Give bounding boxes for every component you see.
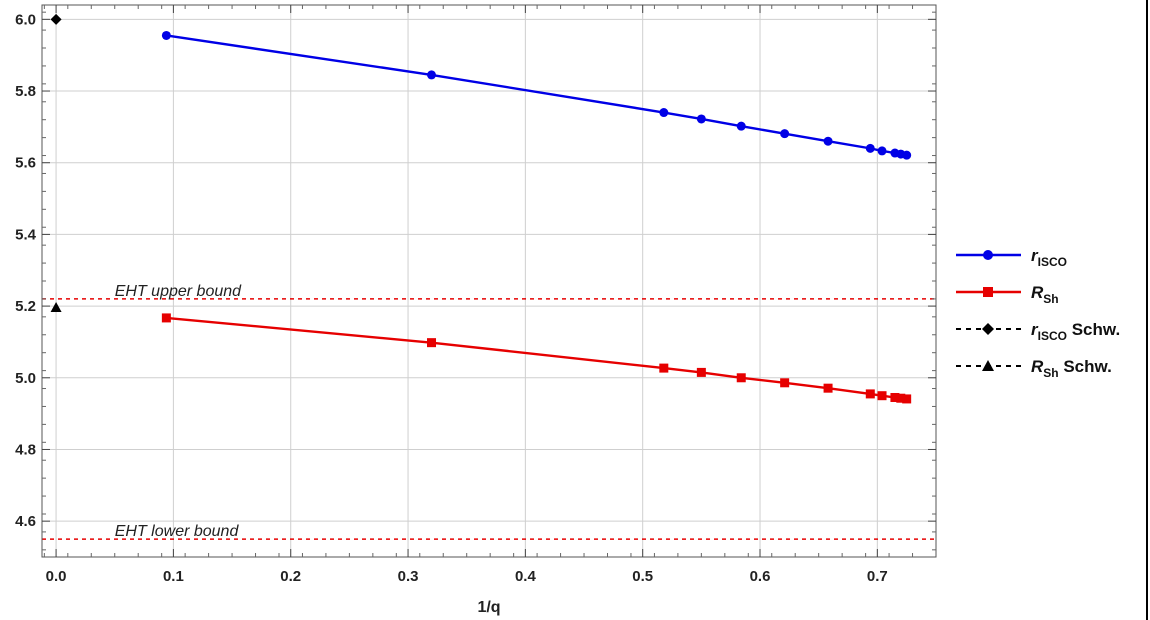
data-point bbox=[896, 393, 906, 403]
series-lines bbox=[166, 34, 907, 401]
data-point bbox=[50, 302, 62, 313]
data-point bbox=[865, 143, 875, 153]
x-tick-label: 0.0 bbox=[46, 568, 67, 585]
x-tick-label: 0.1 bbox=[163, 568, 184, 585]
window-edge bbox=[1146, 0, 1148, 620]
data-point bbox=[780, 378, 790, 388]
legend: rISCO RSh rISCO Schw. RSh Schw. bbox=[956, 246, 1120, 380]
data-markers bbox=[50, 13, 912, 404]
x-tick-label: 0.4 bbox=[515, 568, 537, 585]
data-point bbox=[696, 114, 706, 124]
legend-label: rISCO Schw. bbox=[1031, 320, 1120, 343]
data-point bbox=[736, 121, 746, 131]
data-point bbox=[659, 108, 669, 118]
x-tick-label: 0.7 bbox=[867, 568, 888, 585]
legend-label: rISCO bbox=[1031, 246, 1067, 269]
series-line bbox=[166, 34, 907, 157]
data-point bbox=[427, 338, 437, 348]
reference-lines: EHT upper bound EHT lower bound bbox=[42, 283, 936, 540]
legend-marker bbox=[982, 360, 994, 371]
y-tick-label: 5.6 bbox=[15, 155, 36, 172]
x-tick-label: 0.2 bbox=[280, 568, 301, 585]
data-point bbox=[696, 367, 706, 377]
data-point bbox=[902, 150, 912, 160]
data-point bbox=[877, 146, 887, 156]
data-point bbox=[161, 313, 171, 323]
data-point bbox=[865, 389, 875, 399]
y-tick-label: 6.0 bbox=[15, 11, 36, 28]
x-axis-title: 1/q bbox=[477, 599, 500, 616]
legend-label: RSh bbox=[1031, 283, 1059, 306]
tick-labels: 0.0 0.1 0.2 0.3 0.4 0.5 0.6 0.7 4.6 4.8 5.0 5.2 5.4 5… bbox=[15, 11, 888, 585]
x-tick-label: 0.5 bbox=[632, 568, 653, 585]
data-point bbox=[50, 13, 62, 25]
plot-frame bbox=[41, 4, 937, 558]
legend-marker bbox=[983, 287, 993, 297]
y-tick-label: 5.4 bbox=[15, 226, 37, 243]
y-tick-label: 5.8 bbox=[15, 83, 36, 100]
data-point bbox=[161, 30, 171, 40]
data-point bbox=[902, 394, 912, 404]
y-tick-label: 4.8 bbox=[15, 441, 36, 458]
data-point bbox=[877, 391, 887, 401]
data-point bbox=[890, 392, 900, 402]
series-line bbox=[166, 316, 907, 401]
data-point bbox=[427, 70, 437, 80]
data-point bbox=[823, 383, 833, 393]
data-point bbox=[823, 136, 833, 146]
reference-line-label: EHT lower bound bbox=[115, 523, 240, 540]
reference-line-label: EHT upper bound bbox=[115, 283, 242, 300]
plot-frame-border bbox=[41, 4, 937, 558]
grid bbox=[42, 5, 936, 557]
legend-label: RSh Schw. bbox=[1031, 357, 1112, 380]
x-tick-label: 0.6 bbox=[750, 568, 771, 585]
data-point bbox=[659, 363, 669, 373]
data-point bbox=[736, 373, 746, 383]
data-point bbox=[780, 129, 790, 139]
y-tick-label: 5.0 bbox=[15, 370, 36, 387]
legend-marker bbox=[983, 250, 993, 260]
legend-marker bbox=[982, 323, 994, 335]
y-tick-label: 4.6 bbox=[15, 513, 36, 530]
x-tick-label: 0.3 bbox=[398, 568, 419, 585]
y-tick-label: 5.2 bbox=[15, 298, 36, 315]
